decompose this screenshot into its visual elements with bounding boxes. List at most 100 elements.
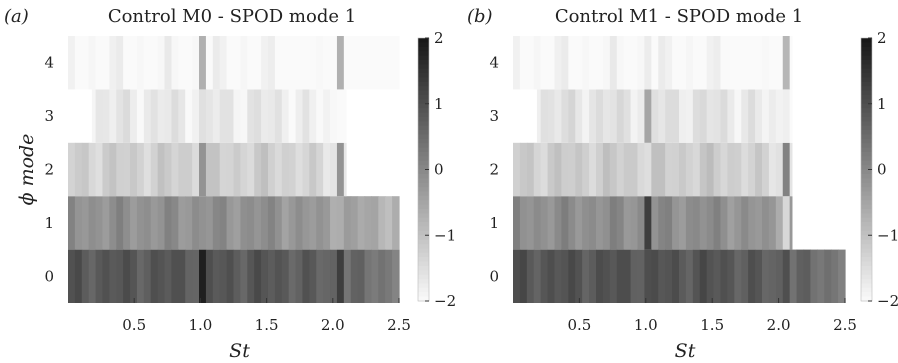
heatmap-cell — [74, 249, 83, 303]
heatmap-cell — [782, 196, 791, 250]
colorbar-swatch — [418, 182, 429, 188]
heatmap-cell — [706, 36, 715, 90]
colorbar-swatch — [861, 46, 872, 52]
heatmap-cell — [385, 249, 393, 303]
colorbar-swatch — [418, 121, 429, 127]
heatmap-cell — [540, 89, 549, 143]
heatmap-cell — [171, 142, 179, 197]
colorbar-swatch — [861, 279, 872, 285]
heatmap-cell — [665, 89, 673, 143]
heatmap-cell — [554, 196, 563, 250]
heatmap-cell — [357, 196, 366, 250]
heatmap-cell — [274, 249, 283, 303]
colorbar-swatch — [418, 287, 429, 293]
colorbar-swatch — [418, 169, 429, 175]
heatmap-cell — [316, 36, 324, 90]
heatmap-cell — [651, 196, 659, 250]
heatmap-cell — [240, 249, 248, 303]
heatmap-cell — [741, 196, 749, 250]
heatmap-row-mode-2 — [513, 142, 793, 197]
heatmap-cell — [609, 249, 618, 303]
heatmap-row-mode-3 — [91, 89, 347, 143]
heatmap-row-mode-1 — [513, 196, 793, 250]
heatmap-cell — [392, 196, 400, 250]
heatmap-cell — [616, 249, 625, 303]
heatmap-cell — [644, 89, 652, 143]
colorbar-swatch — [861, 169, 872, 175]
heatmap-cell — [644, 249, 652, 303]
heatmap-cell — [316, 89, 324, 143]
colorbar-swatch — [861, 125, 872, 131]
heatmap-cell — [596, 196, 604, 250]
colorbar-swatch — [861, 213, 872, 219]
heatmap-cell — [178, 196, 186, 250]
colorbar-swatch — [418, 213, 429, 219]
heatmap-cell — [371, 196, 379, 250]
heatmap-cell — [630, 36, 639, 90]
heatmap-cell — [561, 196, 569, 250]
colorbar-tick-label: −1 — [434, 226, 456, 244]
heatmap-cell — [679, 89, 687, 143]
heatmap-cell — [630, 249, 639, 303]
heatmap-cell — [575, 196, 583, 250]
heatmap-cell — [665, 196, 673, 250]
colorbar-swatch — [861, 59, 872, 65]
colorbar-swatch — [418, 81, 429, 87]
heatmap-cell — [116, 36, 124, 90]
heatmap-cell — [143, 142, 152, 197]
heatmap-cell — [679, 36, 687, 90]
colorbar-swatch — [861, 90, 872, 96]
heatmap-cell — [116, 89, 124, 143]
heatmap-cell — [630, 89, 639, 143]
colorbar-swatch — [861, 160, 872, 166]
heatmap-cell — [88, 249, 97, 303]
colorbar-swatch — [861, 116, 872, 122]
heatmap-cell — [554, 36, 563, 90]
heatmap-cell — [789, 142, 793, 197]
colorbar-swatch — [418, 42, 429, 48]
colorbar-swatch — [861, 182, 872, 188]
heatmap-cell — [123, 36, 131, 90]
heatmap-cell — [547, 36, 556, 90]
heatmap-cell — [123, 89, 131, 143]
heatmap-cell — [706, 196, 715, 250]
heatmap-cell — [554, 249, 563, 303]
heatmap-cell — [233, 89, 241, 143]
heatmap-cell — [547, 142, 556, 197]
colorbar-swatch — [418, 195, 429, 201]
x-axis-label: St — [675, 340, 696, 362]
heatmap-cell — [102, 249, 110, 303]
heatmap-cell — [533, 36, 542, 90]
heatmap-cell — [302, 249, 310, 303]
heatmap-cell — [247, 196, 255, 250]
heatmap-cell — [295, 196, 304, 250]
heatmap-cell — [109, 36, 117, 90]
heatmap-cell — [554, 89, 563, 143]
heatmap-cell — [302, 196, 310, 250]
heatmap-cell — [596, 142, 604, 197]
heatmap-cell — [824, 249, 832, 303]
heatmap-cell — [143, 89, 152, 143]
heatmap-cell — [233, 196, 241, 250]
x-axis-label: St — [229, 340, 250, 362]
heatmap-cell — [602, 249, 611, 303]
heatmap-cell — [378, 196, 386, 250]
colorbar-swatch — [418, 244, 429, 249]
heatmap-cell — [609, 36, 618, 90]
heatmap-cell — [685, 142, 694, 197]
heatmap-cell — [734, 196, 742, 250]
heatmap-cell — [288, 89, 297, 143]
colorbar-tick-label: 1 — [434, 95, 444, 113]
heatmap-cell — [350, 249, 359, 303]
heatmap-cell — [596, 89, 604, 143]
colorbar-swatch — [861, 103, 872, 109]
heatmap-cell — [330, 36, 338, 90]
heatmap-cell — [143, 196, 152, 250]
heatmap-cell — [679, 249, 687, 303]
heatmap-cell — [205, 196, 214, 250]
heatmap-cell — [699, 249, 708, 303]
heatmap-cell — [336, 249, 345, 303]
heatmap-cell — [720, 196, 729, 250]
colorbar-swatch — [861, 187, 872, 193]
colorbar-swatch — [861, 86, 872, 92]
